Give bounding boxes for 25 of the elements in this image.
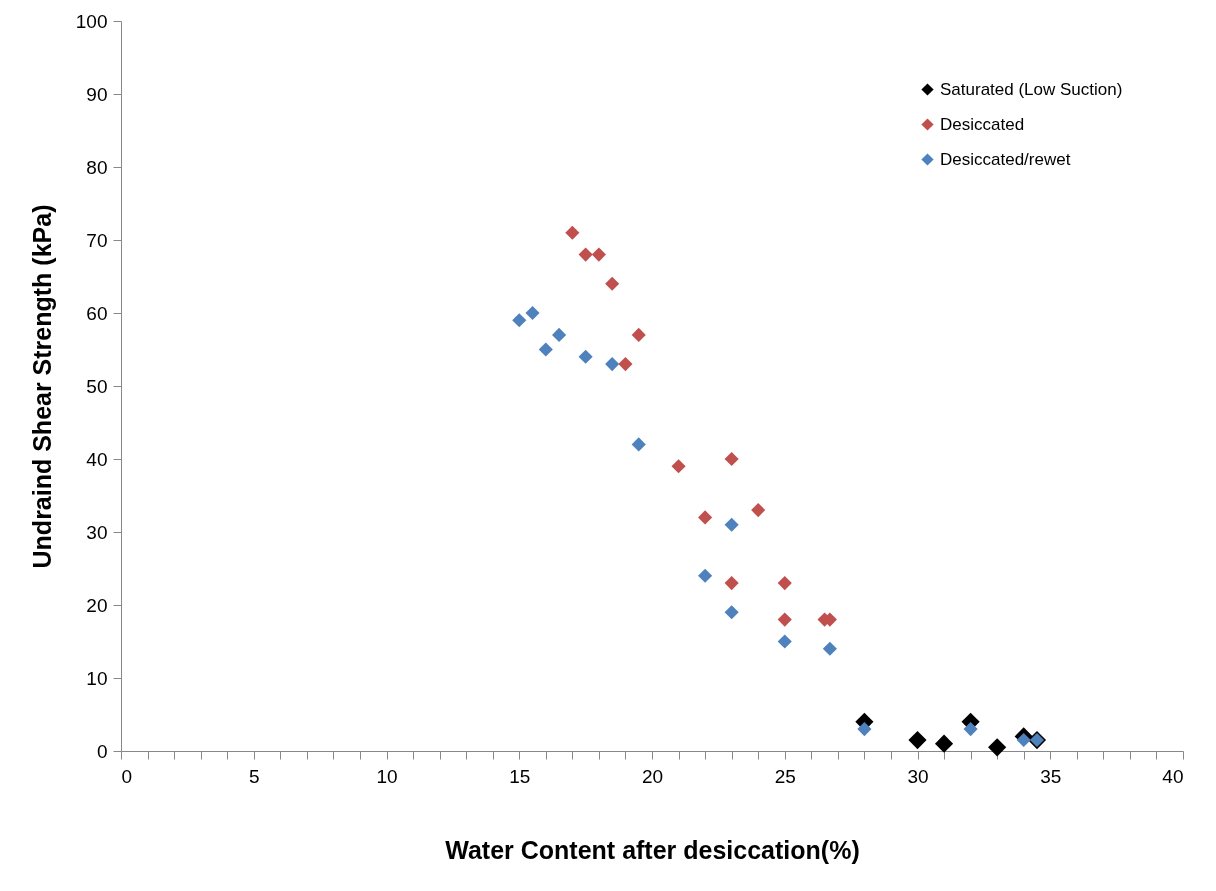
y-tick-label: 90	[86, 83, 108, 105]
x-tick-label: 40	[1162, 765, 1184, 787]
x-tick-label: 25	[774, 765, 796, 787]
x-tick-label: 5	[248, 765, 260, 787]
y-tick-label: 50	[86, 375, 108, 397]
legend-label: Saturated (Low Suction)	[940, 79, 1123, 99]
x-axis-title: Water Content after desiccation(%)	[445, 835, 860, 864]
y-tick-label: 20	[86, 594, 108, 616]
y-tick-label: 100	[75, 10, 108, 32]
legend-label: Desiccated	[940, 114, 1025, 134]
y-tick-label: 40	[86, 448, 108, 470]
y-tick-label: 60	[86, 302, 108, 324]
x-tick-label: 20	[641, 765, 664, 787]
y-tick-label: 0	[96, 740, 108, 762]
x-tick-label: 35	[1040, 765, 1062, 787]
x-tick-label: 0	[121, 765, 133, 787]
y-tick-label: 70	[86, 229, 108, 251]
x-tick-label: 30	[907, 765, 929, 787]
x-tick-label: 10	[376, 765, 398, 787]
y-tick-label: 10	[86, 667, 108, 689]
y-axis-title: Undraind Shear Strength (kPa)	[27, 204, 56, 569]
x-tick-label: 15	[509, 765, 531, 787]
y-tick-label: 80	[86, 156, 108, 178]
y-tick-label: 30	[86, 521, 108, 543]
legend-label: Desiccated/rewet	[940, 149, 1071, 169]
